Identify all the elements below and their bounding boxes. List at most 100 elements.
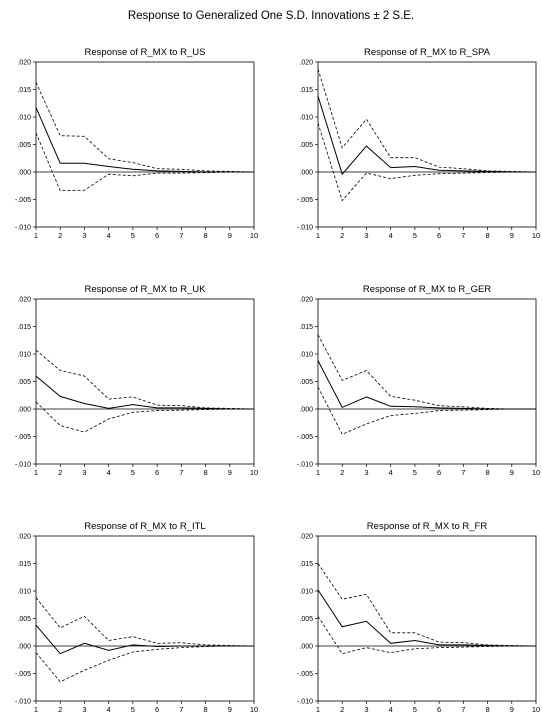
chart-title: Response of R_MX to R_ITL (84, 521, 205, 532)
x-tick-label: 9 (228, 468, 232, 477)
x-tick-label: 6 (155, 468, 159, 477)
x-tick-label: 4 (107, 705, 111, 714)
x-tick-label: 10 (532, 705, 540, 714)
y-tick-label: .000 (299, 407, 313, 414)
y-tick-label: .010 (299, 115, 313, 122)
y-tick-label: .020 (299, 60, 313, 67)
plot-frame (35, 61, 255, 228)
x-tick-label: 8 (485, 468, 489, 477)
chart-title: Response of R_MX to R_SPA (364, 47, 491, 58)
x-tick-label: 3 (82, 231, 86, 240)
x-tick-label: 8 (485, 705, 489, 714)
y-tick-label: .000 (17, 170, 31, 177)
y-tick-label: -.010 (15, 225, 31, 232)
y-tick-label: .000 (299, 170, 313, 177)
upper-band-line (317, 334, 536, 410)
x-tick-label: 8 (203, 705, 207, 714)
y-tick-label: .010 (17, 589, 31, 596)
y-tick-label: .020 (299, 534, 313, 541)
x-tick-label: 1 (316, 468, 320, 477)
x-tick-label: 10 (532, 231, 540, 240)
y-tick-label: .015 (299, 87, 313, 94)
x-tick-label: 6 (155, 705, 159, 714)
y-tick-label: .010 (299, 589, 313, 596)
y-tick-label: .020 (17, 534, 31, 541)
y-tick-label: .005 (17, 616, 31, 623)
x-tick-label: 5 (131, 231, 135, 240)
y-tick-label: .000 (17, 407, 31, 414)
plot-frame (35, 535, 255, 702)
y-tick-label: -.005 (297, 671, 313, 678)
chart-title: Response of R_MX to R_UK (85, 284, 207, 295)
x-tick-label: 4 (389, 468, 393, 477)
y-tick-label: -.005 (15, 434, 31, 441)
lower-band-line (35, 401, 254, 433)
lower-band-line (317, 386, 536, 435)
x-tick-label: 4 (389, 705, 393, 714)
x-tick-label: 9 (228, 705, 232, 714)
x-tick-label: 7 (179, 705, 183, 714)
x-tick-label: 9 (510, 468, 514, 477)
plot-frame (317, 61, 537, 228)
y-tick-label: .020 (299, 297, 313, 304)
x-tick-label: 7 (179, 231, 183, 240)
x-tick-label: 7 (461, 231, 465, 240)
y-tick-label: .015 (17, 87, 31, 94)
x-tick-label: 1 (34, 705, 38, 714)
x-tick-label: 6 (437, 231, 441, 240)
chart-title: Response of R_MX to R_US (85, 47, 206, 58)
upper-band-line (35, 597, 255, 647)
page-title: Response to Generalized One S.D. Innovat… (127, 10, 415, 22)
x-tick-label: 9 (510, 231, 514, 240)
y-tick-label: .020 (17, 60, 31, 67)
plot-frame (317, 535, 537, 702)
x-tick-label: 4 (389, 231, 393, 240)
y-tick-label: .005 (299, 379, 313, 386)
upper-band-line (35, 349, 255, 410)
y-tick-label: .020 (17, 297, 31, 304)
y-tick-label: -.005 (297, 197, 313, 204)
x-tick-label: 8 (485, 231, 489, 240)
y-tick-label: -.010 (297, 462, 313, 469)
x-tick-label: 10 (250, 705, 258, 714)
x-tick-label: 5 (413, 231, 417, 240)
x-tick-label: 2 (340, 705, 344, 714)
lower-band-line (35, 132, 254, 192)
y-tick-label: .010 (17, 352, 31, 359)
y-tick-label: .015 (17, 324, 31, 331)
x-tick-label: 2 (340, 468, 344, 477)
y-tick-label: -.005 (297, 434, 313, 441)
response-line (35, 624, 254, 655)
x-tick-label: 9 (228, 231, 232, 240)
x-tick-label: 10 (250, 468, 258, 477)
y-tick-label: .005 (17, 379, 31, 386)
x-tick-label: 8 (203, 231, 207, 240)
response-line (317, 589, 536, 647)
response-line (35, 375, 254, 410)
x-tick-label: 10 (532, 468, 540, 477)
x-tick-label: 2 (58, 705, 62, 714)
x-tick-label: 7 (461, 468, 465, 477)
y-tick-label: .000 (17, 644, 31, 651)
x-tick-label: 9 (510, 705, 514, 714)
x-tick-label: 2 (58, 231, 62, 240)
x-tick-label: 3 (82, 705, 86, 714)
x-tick-label: 4 (107, 468, 111, 477)
x-tick-label: 1 (316, 231, 320, 240)
y-tick-label: .000 (299, 644, 313, 651)
y-tick-label: .010 (299, 352, 313, 359)
lower-band-line (317, 122, 536, 202)
response-line (35, 107, 254, 173)
plot-frame (317, 298, 537, 465)
plot-frame (35, 298, 255, 465)
y-tick-label: -.005 (15, 197, 31, 204)
y-tick-label: .015 (299, 561, 313, 568)
y-tick-label: .015 (17, 561, 31, 568)
response-line (317, 360, 536, 410)
chart-title: Response of R_MX to R_GER (363, 284, 491, 295)
x-tick-label: 1 (34, 468, 38, 477)
x-tick-label: 1 (34, 231, 38, 240)
chart-title: Response of R_MX to R_FR (367, 521, 488, 532)
y-tick-label: .005 (17, 142, 31, 149)
upper-band-line (317, 563, 537, 647)
